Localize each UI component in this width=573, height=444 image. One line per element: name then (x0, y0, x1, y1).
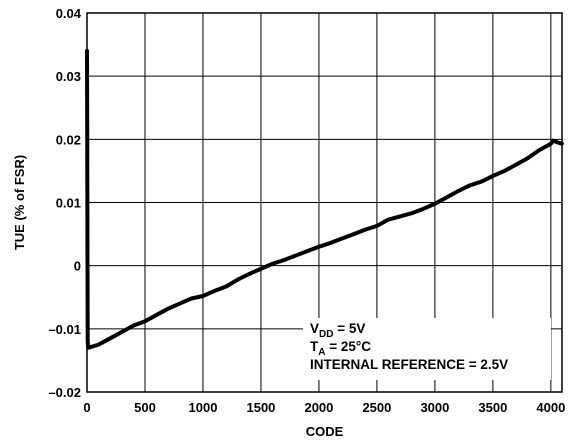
x-tick-label: 0 (83, 400, 90, 415)
x-tick-labels: 0 500 1000 1500 2000 2500 3000 3500 4000 (83, 400, 565, 415)
y-tick-labels: –0.02 –0.01 0 0.01 0.02 0.03 0.04 (48, 6, 81, 400)
x-tick-label: 3000 (420, 400, 449, 415)
annotation-box (303, 318, 551, 380)
y-tick-label: 0 (74, 259, 81, 274)
x-axis-label: CODE (306, 424, 344, 439)
y-tick-label: –0.02 (48, 385, 81, 400)
x-tick-label: 4000 (536, 400, 565, 415)
x-tick-label: 2500 (362, 400, 391, 415)
y-tick-label: 0.02 (56, 132, 81, 147)
x-tick-label: 3500 (478, 400, 507, 415)
y-axis-label: TUE (% of FSR) (12, 155, 27, 250)
x-tick-label: 2000 (304, 400, 333, 415)
y-tick-label: 0.01 (56, 196, 81, 211)
y-tick-label: 0.04 (56, 6, 82, 21)
x-tick-label: 1000 (189, 400, 218, 415)
annotation-line: VDD = 5V (310, 321, 365, 340)
tue-curve (85, 48, 564, 350)
annotation-line: INTERNAL REFERENCE = 2.5V (310, 357, 508, 372)
x-tick-label: 1500 (246, 400, 275, 415)
y-tick-label: 0.03 (56, 69, 81, 84)
y-tick-label: –0.01 (48, 322, 81, 337)
x-tick-label: 500 (134, 400, 156, 415)
grid-lines (86, 12, 562, 393)
annotation-line: TA = 25°C (310, 339, 371, 358)
